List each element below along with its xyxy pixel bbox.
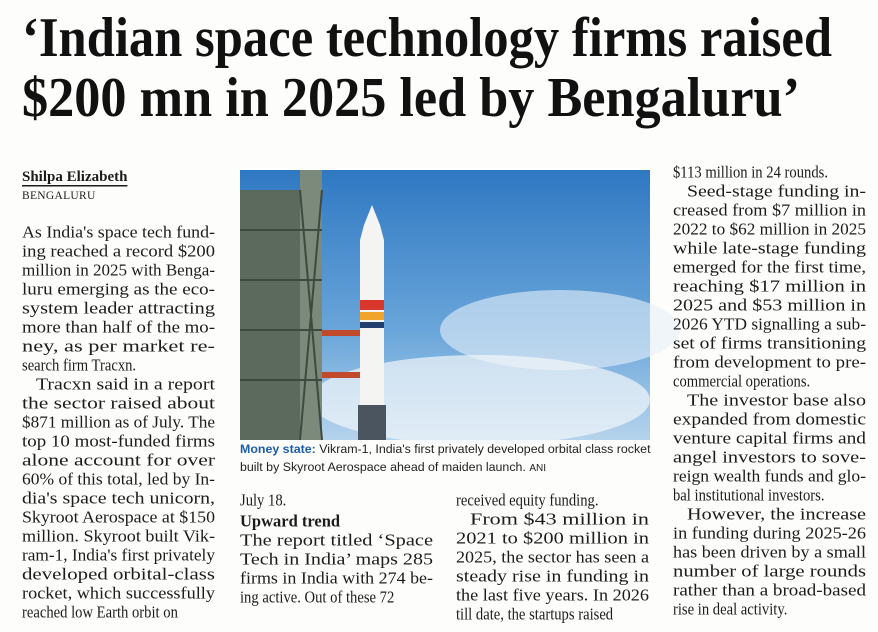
body-line: has been driven by a small [673,543,866,562]
byline-location: BENGALURU [22,190,96,202]
body-line: rise in deal activity. [673,600,787,619]
body-line: the sector raised about [22,394,215,413]
body-line: July 18. [240,491,286,510]
body-line: As India's space tech fund- [22,223,215,242]
body-line: reaching $17 million in [673,277,867,296]
body-line: Seed-stage funding in- [687,182,866,201]
body-line: luru emerging as the eco- [22,280,215,299]
body-line: reign wealth funds and glo- [673,467,866,486]
body-line: rocket, which successfully [22,584,216,603]
body-line: Skyroot Aerospace at $150 [22,508,215,527]
body-line: ing active. Out of these 72 [240,588,394,607]
headline: $200 mn in 2025 led by Bengaluru’ [22,67,800,129]
body-line: top 10 most-funded firms [22,432,215,451]
body-line: reached low Earth orbit on [22,603,178,622]
body-line: in funding during 2025-26 [673,524,866,543]
subheading: Upward trend [240,512,340,531]
body-line: from development to pre- [673,353,866,372]
body-line: million in 2025 with Benga- [22,261,215,280]
photo-caption: Money state: Vikram-1, India's first pri… [240,440,652,478]
body-line: set of firms transitioning [673,334,867,353]
body-line: $113 million in 24 rounds. [673,163,828,182]
body-line: emerged for the first time, [673,258,866,277]
body-line: while late-stage funding [673,239,867,258]
body-line: venture capital firms and [673,429,867,448]
body-line: The report titled ‘Space [240,531,433,550]
body-line: The investor base also [687,391,866,410]
body-line: ney, as per market re- [22,337,215,356]
body-line: 2025 and $53 million in [673,296,867,315]
headline: ‘Indian space technology firms raised [22,7,832,69]
body-line: steady rise in funding in [456,567,650,586]
body-line: creased from $7 million in [673,201,867,220]
body-line: firms in India with 274 be- [240,569,433,588]
body-line: $871 million as of July. The [22,413,215,432]
body-line: ing reached a record $200 [22,242,215,261]
body-line: number of large rounds [673,562,866,581]
body-line: 2025, the sector has seen a [456,548,649,567]
body-line: till date, the startups raised [456,605,614,624]
body-line: developed orbital-class [22,565,215,584]
body-line: rather than a broad-based [673,581,867,600]
body-line: dia's space tech unicorn, [22,489,215,508]
byline-author: Shilpa Elizabeth [22,169,128,185]
body-line: 2022 to $62 million in 2025 [673,220,866,239]
body-line: ram-1, India's first privately [22,546,215,565]
photo-credit: ANI [529,463,546,474]
body-line: commercial operations. [673,372,810,391]
body-line: angel investors to sove- [673,448,866,467]
caption-text: Vikram-1, India's first privately develo… [240,442,651,474]
body-line: 2021 to $200 million in [456,529,650,548]
body-line: system leader attracting [22,299,216,318]
body-line: more than half of the mo- [22,318,215,337]
body-line: From $43 million in [470,510,650,529]
body-line: Tracxn said in a report [36,375,215,394]
body-line: 60% of this total, led by In- [22,470,215,489]
body-line: the last five years. In 2026 [456,586,649,605]
body-line: Tech in India’ maps 285 [240,550,433,569]
body-line: search firm Tracxn. [22,356,136,375]
caption-label: Money state: [240,442,316,456]
body-line: received equity funding. [456,491,599,510]
body-line: However, the increase [687,505,866,524]
body-line: alone account for over [22,451,215,470]
photo [240,170,680,445]
body-line: expanded from domestic [673,410,867,429]
body-line: bal institutional investors. [673,486,824,505]
body-line: 2026 YTD signalling a sub- [673,315,866,334]
body-line: million. Skyroot built Vik- [22,527,215,546]
